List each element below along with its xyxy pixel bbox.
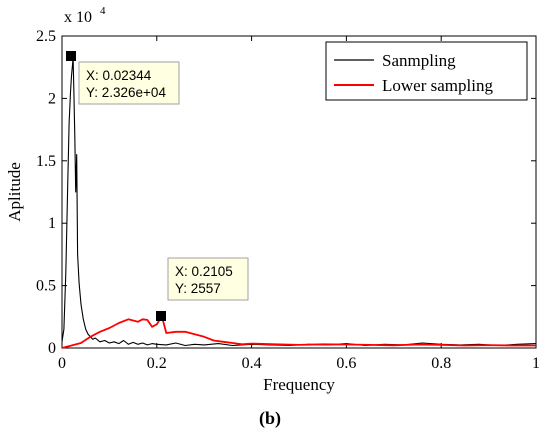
datatip-2[interactable]: X: 0.2105 Y: 2557 xyxy=(156,257,249,321)
x-tick-label: 0.8 xyxy=(431,355,451,372)
series-group xyxy=(61,57,537,349)
datatip-2-box xyxy=(167,257,249,301)
legend-box xyxy=(325,41,528,101)
x-tick-label: 0 xyxy=(58,355,66,372)
datatip-1[interactable]: X: 0.02344 Y: 2.326e+04 xyxy=(66,51,180,105)
y-exponent-label: x 10 xyxy=(64,9,92,26)
datatip-1-x: X: 0.02344 xyxy=(86,68,152,83)
x-tick-label: 0.2 xyxy=(147,355,167,372)
axis-ticks: 0 0.2 0.4 0.6 0.8 1 0 0.5 1 1.5 2 2.5 xyxy=(36,28,540,372)
y-tick-label: 2 xyxy=(48,90,56,107)
datatip-2-x: X: 0.2105 xyxy=(175,264,233,279)
legend-entry-sampling: Sanmpling xyxy=(382,51,456,70)
y-tick-label: 0.5 xyxy=(36,278,56,295)
x-tick-label: 1 xyxy=(532,355,540,372)
datatip-1-y: Y: 2.326e+04 xyxy=(86,85,166,100)
legend-entry-lower-sampling: Lower sampling xyxy=(382,76,493,95)
plot-frame xyxy=(61,35,537,349)
legend: Sanmpling Lower sampling xyxy=(325,41,528,101)
datatip-1-box xyxy=(78,61,180,105)
y-tick-label: 1.5 xyxy=(36,153,56,170)
x-axis-label: Frequency xyxy=(263,375,335,394)
y-tick-label: 0 xyxy=(48,340,56,357)
datatip-2-y: Y: 2557 xyxy=(175,281,221,296)
y-exponent-power: 4 xyxy=(100,5,106,17)
panel-label: (b) xyxy=(259,408,281,429)
datatip-1-marker xyxy=(66,51,76,61)
series-line-lower-sampling xyxy=(61,315,536,349)
x-tick-label: 0.6 xyxy=(336,355,356,372)
y-tick-label: 2.5 xyxy=(36,28,56,45)
datatip-2-marker xyxy=(156,311,166,321)
y-axis-label: Aplitude xyxy=(5,162,24,222)
x-tick-label: 0.4 xyxy=(242,355,262,372)
y-tick-label: 1 xyxy=(48,215,56,232)
